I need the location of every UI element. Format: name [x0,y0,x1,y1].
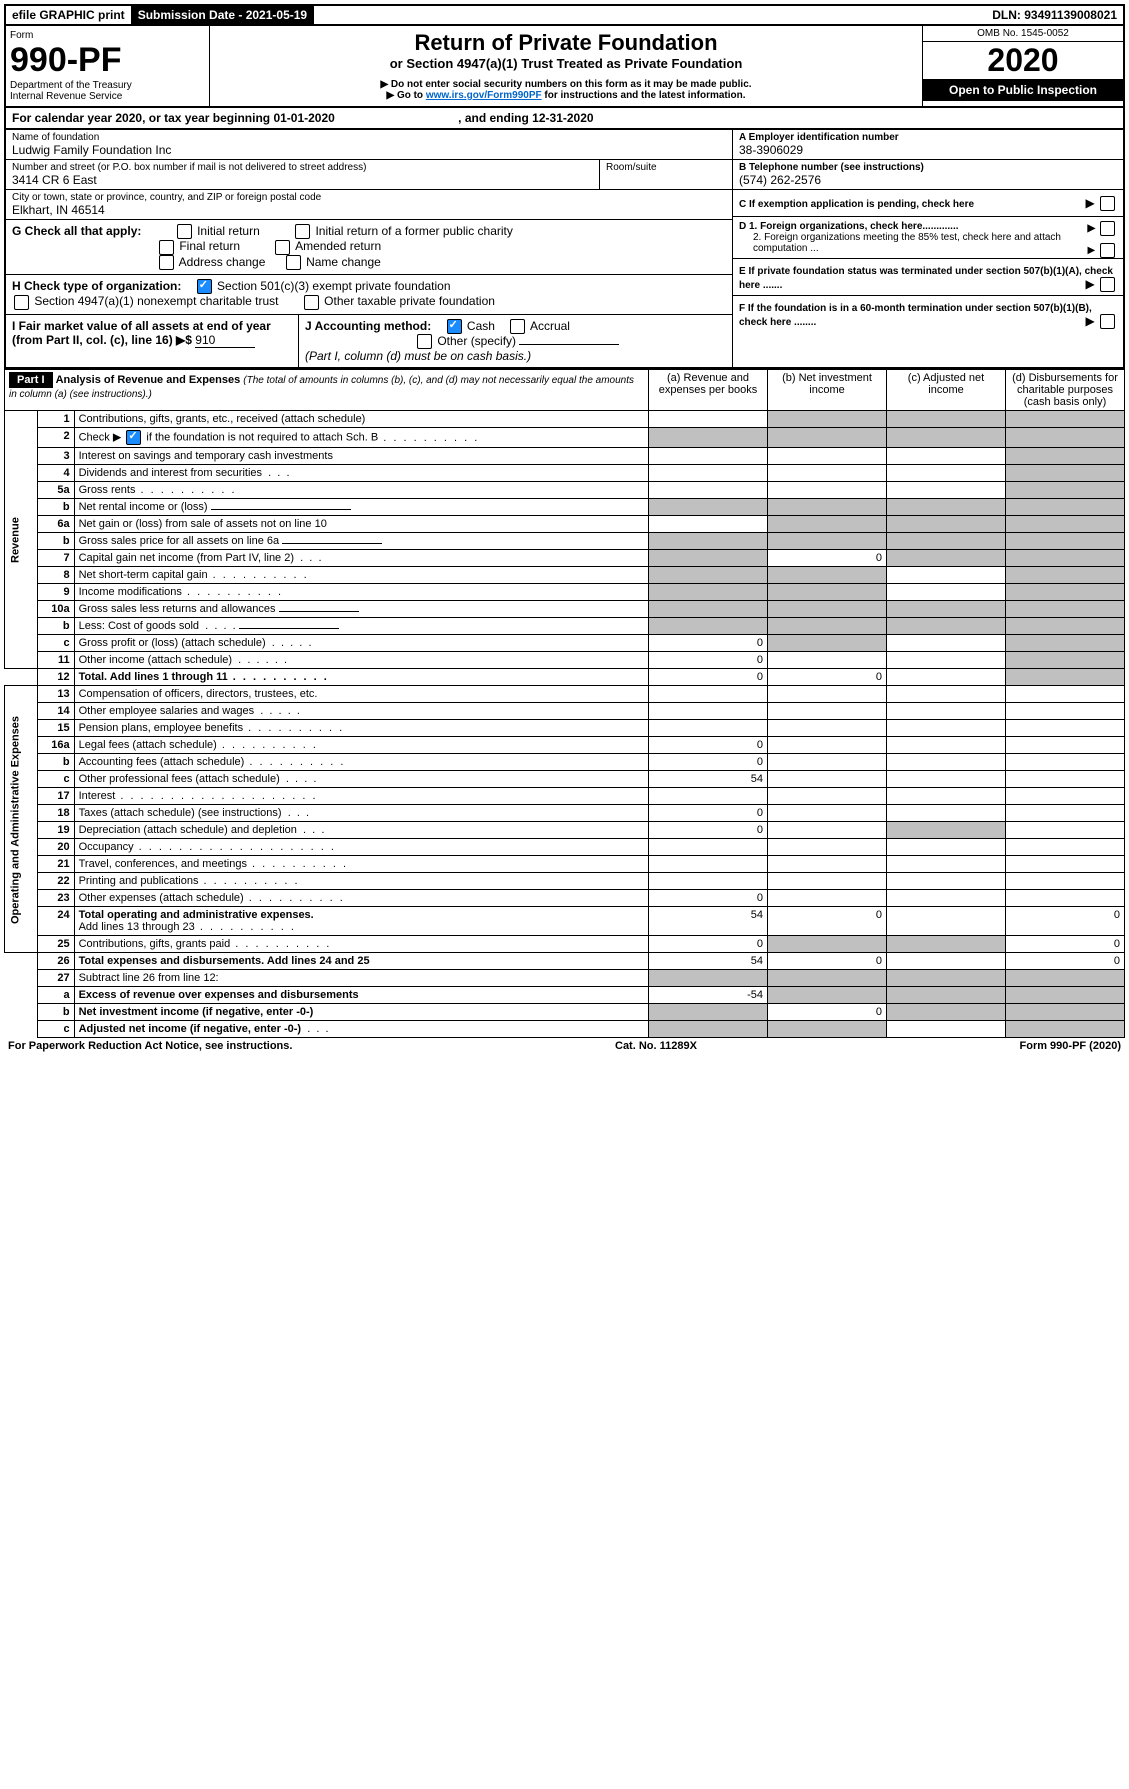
checkbox-name-change[interactable] [286,255,301,270]
col-b-header: (b) Net investment income [768,370,887,411]
address: 3414 CR 6 East [12,173,593,187]
ein: 38-3906029 [739,143,1117,157]
dln: DLN: 93491139008021 [986,6,1123,24]
checkbox-501c3[interactable] [197,279,212,294]
ein-label: A Employer identification number [739,132,1117,143]
form-title: Return of Private Foundation [214,30,918,56]
irs: Internal Revenue Service [10,91,205,102]
dept: Department of the Treasury [10,80,205,91]
section-ij: I Fair market value of all assets at end… [6,315,732,368]
form-number: 990-PF [10,41,205,80]
checkbox-initial[interactable] [177,224,192,239]
fmv-value: 910 [195,333,255,348]
part1-table: Part I Analysis of Revenue and Expenses … [4,369,1125,1038]
checkbox-cash[interactable] [447,319,462,334]
col-d-header: (d) Disbursements for charitable purpose… [1006,370,1125,411]
top-bar: efile GRAPHIC print Submission Date - 20… [4,4,1125,26]
phone: (574) 262-2576 [739,173,1117,187]
checkbox-amended[interactable] [275,240,290,255]
efile-label: efile GRAPHIC print [6,6,132,24]
checkbox-addr-change[interactable] [159,255,174,270]
checkbox-4947[interactable] [14,295,29,310]
city: Elkhart, IN 46514 [12,203,726,217]
form-header: Form 990-PF Department of the Treasury I… [4,26,1125,108]
footer: For Paperwork Reduction Act Notice, see … [4,1038,1125,1054]
checkbox-final[interactable] [159,240,174,255]
checkbox-c[interactable] [1100,196,1115,211]
footer-left: For Paperwork Reduction Act Notice, see … [8,1040,292,1052]
room-label: Room/suite [606,162,726,173]
checkbox-other-taxable[interactable] [304,295,319,310]
omb: OMB No. 1545-0052 [923,26,1123,42]
section-h: H Check type of organization: Section 50… [6,275,732,315]
footer-mid: Cat. No. 11289X [615,1040,697,1052]
calendar-row: For calendar year 2020, or tax year begi… [4,108,1125,130]
expenses-label: Operating and Administrative Expenses [5,686,38,953]
revenue-label: Revenue [5,411,38,669]
submission-date: Submission Date - 2021-05-19 [132,6,314,24]
entity-block: Name of foundation Ludwig Family Foundat… [4,130,1125,369]
part1-label: Part I [9,372,53,388]
checkbox-accrual[interactable] [510,319,525,334]
phone-label: B Telephone number (see instructions) [739,162,1117,173]
col-a-header: (a) Revenue and expenses per books [649,370,768,411]
footer-right: Form 990-PF (2020) [1020,1040,1121,1052]
checkbox-f[interactable] [1100,314,1115,329]
checkbox-initial-former[interactable] [295,224,310,239]
col-c-header: (c) Adjusted net income [887,370,1006,411]
form-subtitle: or Section 4947(a)(1) Trust Treated as P… [214,56,918,71]
form-label: Form [10,30,205,41]
note-link-row: ▶ Go to www.irs.gov/Form990PF for instru… [214,90,918,101]
checkbox-e[interactable] [1100,277,1115,292]
city-label: City or town, state or province, country… [12,192,726,203]
tax-year: 2020 [923,42,1123,79]
checkbox-schb[interactable] [126,430,141,445]
open-public: Open to Public Inspection [923,79,1123,101]
irs-link[interactable]: www.irs.gov/Form990PF [426,90,542,101]
foundation-name: Ludwig Family Foundation Inc [12,143,726,157]
addr-label: Number and street (or P.O. box number if… [12,162,593,173]
checkbox-d2[interactable] [1100,243,1115,258]
checkbox-d1[interactable] [1100,221,1115,236]
section-g: G Check all that apply: Initial return I… [6,220,732,275]
note-ssn: ▶ Do not enter social security numbers o… [214,79,918,90]
name-label: Name of foundation [12,132,726,143]
checkbox-other-method[interactable] [417,334,432,349]
